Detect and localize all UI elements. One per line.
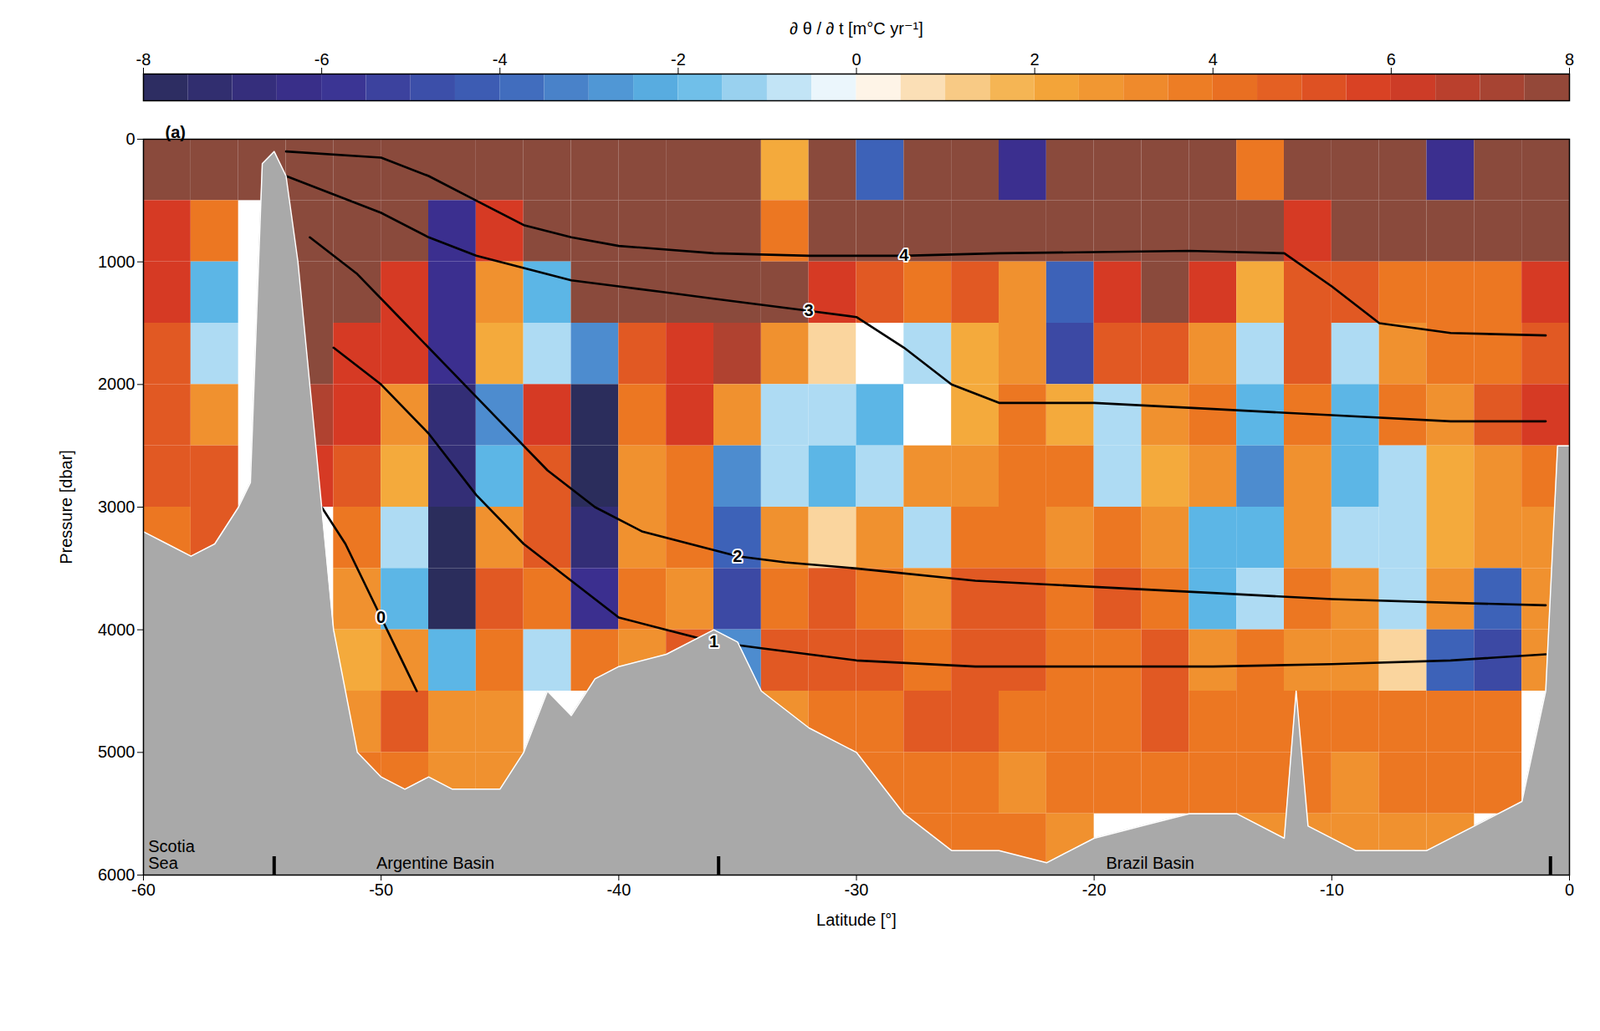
- svg-text:0: 0: [125, 129, 135, 149]
- svg-text:2: 2: [732, 546, 742, 566]
- svg-text:ScotiaSea: ScotiaSea: [148, 837, 195, 873]
- svg-text:4: 4: [1208, 50, 1218, 69]
- svg-text:∂ θ / ∂ t [m°C yr⁻¹]: ∂ θ / ∂ t [m°C yr⁻¹]: [789, 19, 923, 38]
- svg-text:-4: -4: [492, 50, 508, 69]
- svg-text:1: 1: [709, 632, 719, 651]
- svg-text:Latitude [°]: Latitude [°]: [816, 910, 897, 930]
- svg-text:(a): (a): [165, 122, 186, 142]
- svg-text:0: 0: [1564, 880, 1575, 900]
- svg-text:-8: -8: [136, 50, 152, 69]
- svg-text:-6: -6: [314, 50, 330, 69]
- svg-text:5000: 5000: [97, 742, 136, 762]
- svg-text:2: 2: [1030, 50, 1040, 69]
- svg-text:4000: 4000: [97, 620, 136, 639]
- svg-text:Brazil Basin: Brazil Basin: [1105, 853, 1195, 873]
- svg-text:3: 3: [804, 301, 814, 320]
- svg-text:Pressure [dbar]: Pressure [dbar]: [56, 449, 76, 565]
- svg-text:3000: 3000: [97, 497, 136, 517]
- svg-text:4: 4: [899, 245, 910, 265]
- svg-text:0: 0: [376, 608, 386, 627]
- svg-text:-30: -30: [844, 880, 870, 900]
- svg-text:-2: -2: [670, 50, 686, 69]
- svg-text:2000: 2000: [97, 374, 136, 394]
- svg-text:-10: -10: [1319, 880, 1345, 900]
- svg-text:6000: 6000: [97, 865, 136, 885]
- svg-text:8: 8: [1564, 50, 1575, 69]
- svg-text:6: 6: [1386, 50, 1396, 69]
- svg-text:Argentine Basin: Argentine Basin: [376, 853, 495, 873]
- svg-text:1000: 1000: [97, 252, 136, 271]
- svg-text:0: 0: [851, 50, 861, 69]
- svg-text:-20: -20: [1082, 880, 1107, 900]
- svg-text:-60: -60: [131, 880, 156, 900]
- svg-text:-40: -40: [606, 880, 631, 900]
- svg-text:-50: -50: [368, 880, 394, 900]
